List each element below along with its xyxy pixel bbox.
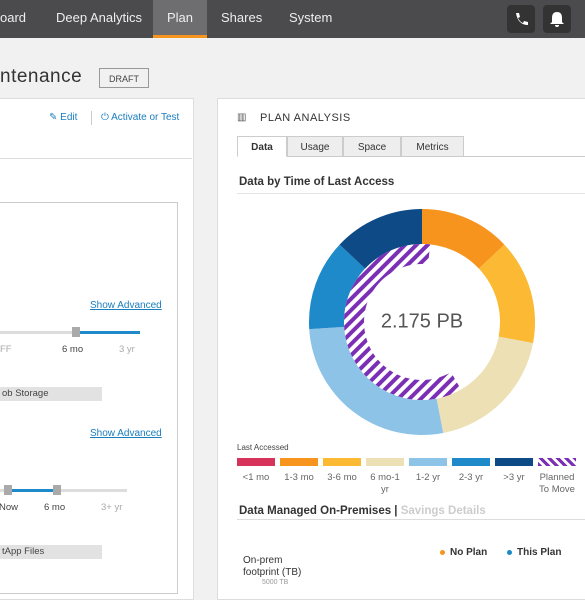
managed-text: Data Managed On-Premises [239,505,392,517]
legend-item: >3 yr [495,458,533,484]
savings-link[interactable]: Savings Details [400,505,486,517]
series-dot [440,549,445,555]
legend-swatch [495,458,533,466]
legend-item: Planned To Move [538,458,576,496]
separator [237,193,585,194]
nav-item[interactable]: Deep Analytics [56,10,142,25]
phone-button[interactable] [507,5,535,33]
legend-label: >3 yr [503,472,525,483]
slider-label: 3+ yr [101,502,123,513]
show-advanced[interactable]: Show Advanced [90,300,162,311]
tab[interactable]: Data [237,136,287,157]
top-nav: oard Deep Analytics Plan Shares System [0,0,585,38]
series-legend: No Plan [440,547,487,558]
donut-segment [422,209,505,269]
divider [91,111,92,125]
legend-item: 1-3 mo [280,458,318,484]
storage-label: tApp Files [0,545,102,559]
legend-item: 3-6 mo [323,458,361,484]
slider-handle[interactable] [4,485,12,495]
total-label: 2.175 PB [381,310,463,332]
page-title: ntenance [0,66,83,87]
chart-title: Data by Time of Last Access [239,176,395,188]
tab[interactable]: Usage [287,136,343,157]
activate-text[interactable]: Activate or Test [111,112,180,123]
legend-item: 2-3 yr [452,458,490,484]
legend-swatch [237,458,275,466]
donut-segment [436,336,533,433]
nav-item[interactable]: oard [0,10,27,25]
series-dot [507,549,512,555]
slider-fill [8,489,57,492]
series-name: No Plan [450,547,488,558]
legend-item: 6 mo-1 yr [366,458,404,496]
nav-item[interactable]: System [289,10,333,25]
legend-swatch [366,458,404,466]
slider-label: 6 mo [44,502,66,513]
donut-segment [344,244,461,400]
slider-fill [76,331,140,334]
separator [0,158,192,159]
legend-label: Planned To Move [539,472,575,495]
chart-icon: ▥ [237,112,247,123]
slider-track [0,331,76,334]
series-legend: This Plan [507,547,561,558]
legend-label: 3-6 mo [327,472,357,483]
legend-swatch [452,458,490,466]
edit-text[interactable]: Edit [60,112,78,123]
legend-label: 2-3 yr [458,472,484,483]
donut-segment [478,244,535,344]
managed-title: Data Managed On-Premises | Savings Detai… [239,505,486,517]
legend-item: <1 mo [237,458,275,484]
show-advanced[interactable]: Show Advanced [90,428,162,439]
legend-label: <1 mo [242,472,270,483]
row-value: 5000 TB [262,579,289,586]
slider-track [57,489,127,492]
legend-swatch [280,458,318,466]
legend-title: Last Accessed [237,443,289,452]
donut-segment [309,244,366,330]
slider-label: FF [0,344,12,355]
row-label: On-prem footprint (TB) [243,555,302,578]
legend-label: 1-2 yr [415,472,441,483]
donut-segment [339,209,422,269]
legend-swatch [323,458,361,466]
nav-item[interactable]: Plan [153,0,208,38]
storage-label: ob Storage [0,387,102,401]
legend-label: 1-3 mo [284,472,314,483]
panel-title: PLAN ANALYSIS [260,112,351,124]
legend-swatch [409,458,447,466]
edit-link[interactable]: ✎ Edit [49,112,78,123]
activate-link[interactable]: ⏻ Activate or Test [101,112,180,123]
tab[interactable]: Metrics [401,136,464,157]
nav-item[interactable]: Shares [221,10,263,25]
slider-handle[interactable] [72,327,80,337]
donut-segment [309,326,444,435]
legend-item: 1-2 yr [409,458,447,484]
separator [237,519,585,520]
bell-button[interactable] [543,5,571,33]
slider-label: 3 yr [119,344,135,355]
slider-label: 6 mo [62,344,84,355]
legend-swatch [538,458,576,466]
series-name: This Plan [517,547,562,558]
legend-label: 6 mo-1 yr [370,472,400,495]
slider-handle[interactable] [53,485,61,495]
donut-chart: 2.175 PB [309,209,535,435]
slider-label: Now [0,502,19,513]
draft-badge: DRAFT [99,68,149,88]
tab[interactable]: Space [343,136,401,157]
